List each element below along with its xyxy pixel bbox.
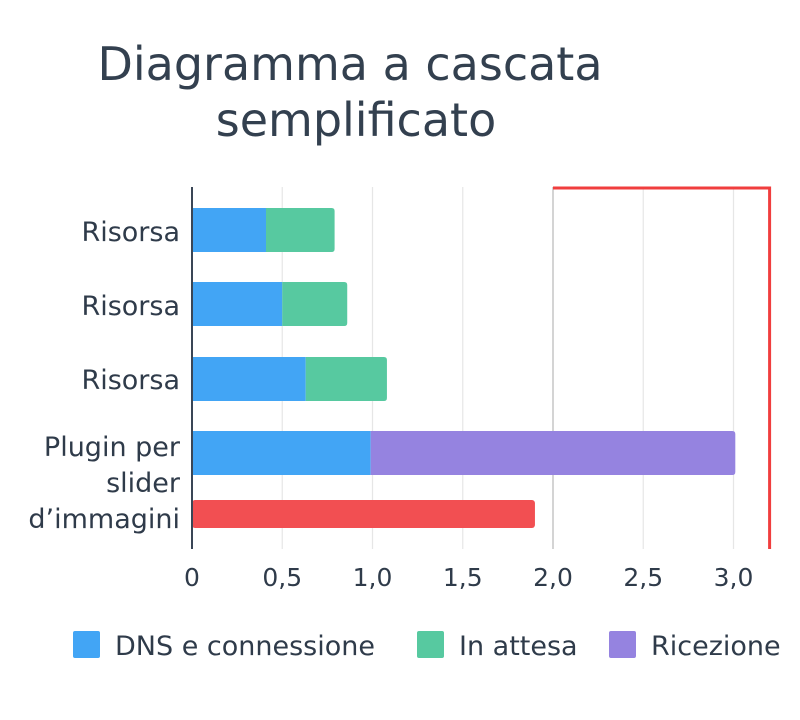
category-label: Plugin per bbox=[44, 432, 181, 463]
total-bar bbox=[192, 500, 535, 528]
bar-segment bbox=[266, 208, 335, 252]
category-label: Risorsa bbox=[81, 217, 180, 248]
x-tick-label: 1,0 bbox=[353, 563, 393, 592]
x-tick-label: 2,5 bbox=[623, 563, 663, 592]
legend-swatch bbox=[73, 631, 100, 658]
bar-segment bbox=[282, 282, 348, 326]
chart-title-line: Diagramma a cascata bbox=[97, 37, 602, 91]
x-tick-label: 2,0 bbox=[533, 563, 573, 592]
legend-swatch bbox=[417, 631, 444, 658]
legend-label: Ricezione bbox=[651, 631, 781, 662]
category-label: Risorsa bbox=[81, 291, 180, 322]
bar-segment bbox=[192, 431, 371, 475]
legend-swatch bbox=[609, 631, 636, 658]
bar-segment bbox=[192, 357, 306, 401]
chart-title-line: semplificato bbox=[216, 93, 496, 147]
x-tick-labels: 0 0,5 1,0 1,5 2,0 2,5 3,0 bbox=[184, 563, 753, 592]
category-label: slider bbox=[106, 468, 181, 499]
x-tick-label: 3,0 bbox=[714, 563, 754, 592]
legend-label: DNS e connessione bbox=[115, 631, 375, 662]
x-tick-label: 1,5 bbox=[443, 563, 483, 592]
legend: DNS e connessione In attesa Ricezione bbox=[73, 631, 781, 662]
category-label: Risorsa bbox=[81, 365, 180, 396]
bar-segment bbox=[192, 282, 283, 326]
grid-lines bbox=[281, 186, 772, 549]
bar-segment bbox=[192, 208, 267, 252]
end-marker-line bbox=[553, 186, 772, 549]
category-labels: Risorsa Risorsa Risorsa Plugin per slider d’i… bbox=[28, 217, 181, 535]
x-tick-label: 0,5 bbox=[262, 563, 302, 592]
category-label: d’immagini bbox=[28, 504, 180, 535]
bars bbox=[192, 208, 736, 528]
bar-segment bbox=[370, 431, 736, 475]
legend-label: In attesa bbox=[459, 631, 578, 662]
bar-segment bbox=[305, 357, 387, 401]
x-tick-label: 0 bbox=[184, 563, 200, 592]
